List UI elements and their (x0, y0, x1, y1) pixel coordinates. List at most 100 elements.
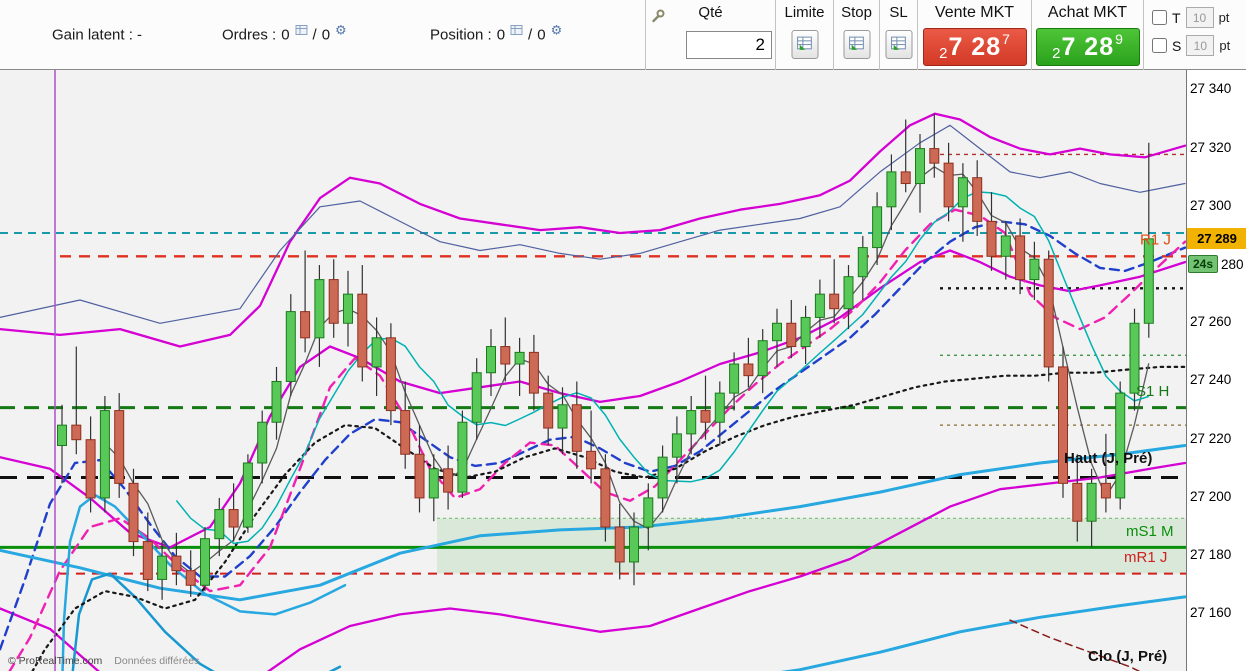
stop-suiveur-unit: pt (1219, 38, 1231, 53)
candle-body (629, 526, 639, 563)
sell-header: Vente MKT (934, 4, 1015, 21)
candle-body (972, 177, 983, 222)
candle-body (85, 439, 96, 499)
candle-body (600, 468, 611, 528)
candle-body (114, 410, 125, 484)
candle-body (328, 279, 339, 324)
limite-order-button[interactable] (791, 30, 818, 59)
candle-body (857, 247, 868, 278)
band-upper-magenta (0, 112, 1186, 348)
sl-order-button[interactable] (885, 30, 912, 59)
cyan-band-lower (780, 595, 1186, 671)
gain-latent: Gain latent : - (52, 26, 143, 43)
candle-body (1043, 258, 1054, 368)
order-table-icon (796, 36, 813, 55)
stop-suiveur-points-input[interactable] (1186, 35, 1215, 56)
candle-body (128, 482, 139, 543)
sell-price-prefix: 2 (939, 44, 948, 62)
thin-navy-band (0, 124, 1186, 324)
orders-label: Ordres : (222, 26, 277, 43)
candle-body (929, 148, 940, 164)
stop-order-button[interactable] (843, 30, 870, 59)
orders-count-1: 0 (281, 26, 290, 43)
pivot-black-dotted (31, 365, 1186, 671)
candle-body (614, 526, 625, 563)
sl-column: SL (879, 0, 917, 70)
candle-body (986, 220, 997, 257)
quantity-input[interactable] (686, 31, 772, 59)
last-price-badge: 27 289 (1187, 227, 1246, 249)
price-chart[interactable]: R1 J S1 H Haut (J, Pré) mS1 M mR1 J Clo (J, P… (0, 70, 1186, 671)
position-settings-gear-icon[interactable]: ⚙ (550, 23, 563, 38)
candle-body (357, 293, 368, 368)
candle-body (71, 424, 82, 441)
candle-body (285, 311, 296, 382)
axis-tick: 27 320 (1190, 139, 1232, 155)
limite-header: Limite (784, 4, 825, 21)
order-table-icon (890, 36, 907, 55)
orders-stat: Ordres : 0 / 0 ⚙ (222, 23, 347, 43)
trailing-stop-column: T pt S pt (1143, 0, 1246, 70)
candle-body (242, 462, 253, 528)
candle-body (586, 450, 597, 470)
candle-body (443, 468, 454, 493)
candle-body (700, 410, 711, 423)
chart-footer: © ProRealTime.com Données différées (8, 655, 199, 667)
candle-body (729, 363, 740, 394)
orders-settings-gear-icon[interactable]: ⚙ (335, 23, 347, 38)
stop-suiveur-label: S (1172, 37, 1182, 54)
candle-body (1072, 482, 1083, 522)
qty-column: Qté (645, 0, 775, 70)
axis-tick: 27 300 (1190, 197, 1232, 213)
axis-tick: 27 220 (1190, 430, 1232, 446)
copyright-text: © ProRealTime.com (8, 655, 103, 667)
axis-tick: 27 260 (1190, 314, 1232, 330)
axis-tick: 27 160 (1190, 605, 1232, 621)
candle-body (886, 171, 897, 208)
sl-header: SL (889, 4, 908, 21)
candle-body (814, 293, 825, 318)
level-label-r1-j: R1 J (1140, 232, 1171, 249)
candle-body (743, 363, 754, 377)
stop-suiveur-checkbox[interactable] (1152, 38, 1167, 53)
stop-suiveur-row: S pt (1152, 35, 1246, 56)
candle-body (957, 177, 968, 208)
price-axis: 27 340 27 320 27 300 27 260 27 240 27 220 27 2… (1186, 70, 1246, 671)
candle-body (757, 340, 768, 377)
countdown-price: 280 (1221, 256, 1244, 272)
candle-body (829, 293, 840, 310)
orders-list-icon[interactable] (295, 23, 308, 40)
candle-body (1000, 235, 1011, 257)
candle-body (414, 453, 425, 499)
candle-body (528, 351, 539, 394)
position-count-1: 0 (496, 26, 506, 43)
candle-body (557, 404, 568, 429)
candle-body (314, 279, 325, 339)
candle-body (772, 322, 782, 342)
candle-body (457, 421, 468, 493)
level-label-mr1-j: mR1 J (1124, 549, 1167, 566)
wrench-icon[interactable] (651, 9, 665, 28)
trailing-points-input[interactable] (1185, 7, 1214, 28)
candle-body (343, 293, 353, 324)
candle-body (714, 392, 725, 423)
cyan-steep-1 (61, 493, 347, 671)
candle-body (1100, 482, 1111, 499)
chart-canvas[interactable]: R1 J S1 H Haut (J, Pré) mS1 M mR1 J Clo (J, P… (0, 70, 1186, 671)
trailing-checkbox[interactable] (1152, 10, 1167, 25)
candle-body (171, 555, 182, 572)
candle-body (500, 346, 511, 365)
delayed-data-notice: Données différées (114, 655, 200, 667)
candle-body (514, 351, 525, 365)
level-label-ms1-m: mS1 M (1126, 523, 1174, 540)
level-label-s1-h: S1 H (1136, 383, 1169, 400)
band-lower-magenta (0, 461, 1186, 671)
position-list-icon[interactable] (510, 23, 523, 40)
candle-body (385, 337, 396, 412)
candle-body (786, 322, 797, 348)
candle-body (900, 171, 911, 185)
candle-body (228, 509, 239, 528)
